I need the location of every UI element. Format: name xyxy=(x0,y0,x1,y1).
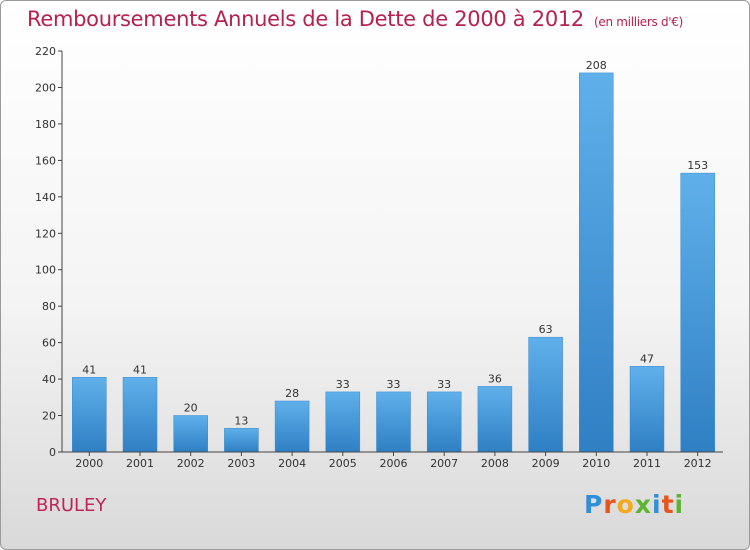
y-tick-label-100: 100 xyxy=(35,264,56,277)
data-label-2006: 33 xyxy=(387,378,401,391)
logo-letter: r xyxy=(603,490,617,519)
bar-2000 xyxy=(72,377,107,453)
y-tick-label-20: 20 xyxy=(42,410,56,423)
logo-letter: i xyxy=(674,490,685,519)
data-label-2009: 63 xyxy=(539,323,553,336)
bar-2001 xyxy=(122,377,158,453)
x-tick-label-2012: 2012 xyxy=(684,457,712,470)
data-label-2003: 13 xyxy=(234,414,248,427)
data-label-2010: 208 xyxy=(586,59,607,72)
data-label-2004: 28 xyxy=(285,387,299,400)
commune-name: BRULEY xyxy=(36,495,107,516)
logo-letter: P xyxy=(584,490,604,519)
y-tick-label-180: 180 xyxy=(35,118,56,131)
data-label-2001: 41 xyxy=(133,363,147,376)
bar-2011 xyxy=(629,366,665,453)
x-tick-label-2005: 2005 xyxy=(329,457,357,470)
x-tick-label-2004: 2004 xyxy=(278,457,306,470)
y-tick-label-80: 80 xyxy=(42,300,56,313)
chart-title-text: Remboursements Annuels de la Dette de 20… xyxy=(27,7,584,31)
data-label-2008: 36 xyxy=(488,372,502,385)
data-label-2000: 41 xyxy=(82,363,96,376)
bar-2009 xyxy=(528,336,563,453)
x-tick-label-2008: 2008 xyxy=(481,457,509,470)
bar-2002 xyxy=(173,415,208,453)
x-tick-label-2003: 2003 xyxy=(227,457,255,470)
logo-letter: x xyxy=(634,490,652,519)
x-tick-label-2000: 2000 xyxy=(75,457,103,470)
data-label-2002: 20 xyxy=(184,402,198,415)
x-tick-label-2007: 2007 xyxy=(430,457,458,470)
y-tick-label-0: 0 xyxy=(49,446,56,459)
logo-letter: i xyxy=(652,490,662,519)
y-tick-label-120: 120 xyxy=(35,227,56,240)
chart-title: Remboursements Annuels de la Dette de 20… xyxy=(27,7,683,31)
y-tick-label-60: 60 xyxy=(42,337,56,350)
bar-2007 xyxy=(426,391,462,453)
data-label-2007: 33 xyxy=(437,378,451,391)
logo-letter: t xyxy=(661,490,675,519)
bar-2008 xyxy=(477,386,513,453)
bar-2005 xyxy=(325,391,361,453)
y-tick-label-220: 220 xyxy=(35,45,56,58)
x-tick-label-2009: 2009 xyxy=(532,457,560,470)
bar-2004 xyxy=(274,400,310,453)
bar-2006 xyxy=(376,391,411,453)
x-tick-label-2010: 2010 xyxy=(582,457,610,470)
data-label-2005: 33 xyxy=(336,378,350,391)
x-tick-label-2006: 2006 xyxy=(380,457,408,470)
x-tick-label-2011: 2011 xyxy=(633,457,661,470)
bar-2003 xyxy=(224,428,259,453)
x-tick-label-2001: 2001 xyxy=(126,457,154,470)
bar-2012 xyxy=(680,172,715,453)
y-tick-label-140: 140 xyxy=(35,191,56,204)
y-tick-label-40: 40 xyxy=(42,373,56,386)
logo-letter: o xyxy=(616,490,635,519)
data-label-2011: 47 xyxy=(640,352,654,365)
bar-2010 xyxy=(579,72,614,453)
proxiti-logo: Proxiti xyxy=(584,490,684,519)
chart-unit: (en milliers d'€) xyxy=(594,15,684,29)
x-tick-label-2002: 2002 xyxy=(177,457,205,470)
y-tick-label-200: 200 xyxy=(35,82,56,95)
y-tick-label-160: 160 xyxy=(35,154,56,167)
data-label-2012: 153 xyxy=(687,159,708,172)
